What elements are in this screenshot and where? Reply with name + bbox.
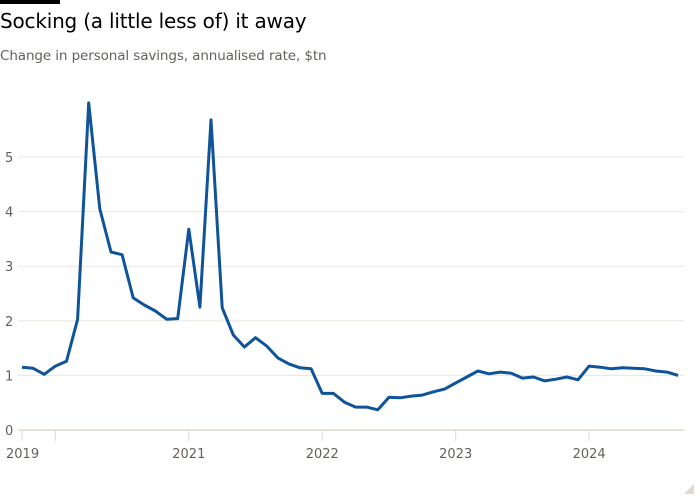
y-tick-label: 1: [5, 369, 13, 384]
chart-subtitle: Change in personal savings, annualised r…: [0, 48, 327, 64]
y-tick-label: 4: [5, 206, 13, 221]
y-tick-label: 2: [5, 315, 13, 330]
accent-bar: [0, 0, 60, 4]
chart-title: Socking (a little less of) it away: [0, 9, 307, 33]
y-axis: 0 1 2 3 4 5: [5, 151, 13, 439]
x-tick-label: 2019: [6, 447, 39, 462]
x-tick-label: 2024: [573, 447, 606, 462]
resize-corner: [684, 484, 694, 494]
x-tick-label: 2023: [439, 447, 472, 462]
y-tick-label: 5: [5, 151, 13, 166]
y-tick-label: 3: [5, 260, 13, 275]
y-gridlines: [18, 156, 684, 431]
x-tick-label: 2022: [306, 447, 339, 462]
savings-line: [21, 101, 679, 412]
y-tick-label: 0: [5, 424, 13, 439]
x-axis: 2019 2021 2022 2023 2024: [6, 430, 606, 462]
x-tick-label: 2021: [172, 447, 205, 462]
